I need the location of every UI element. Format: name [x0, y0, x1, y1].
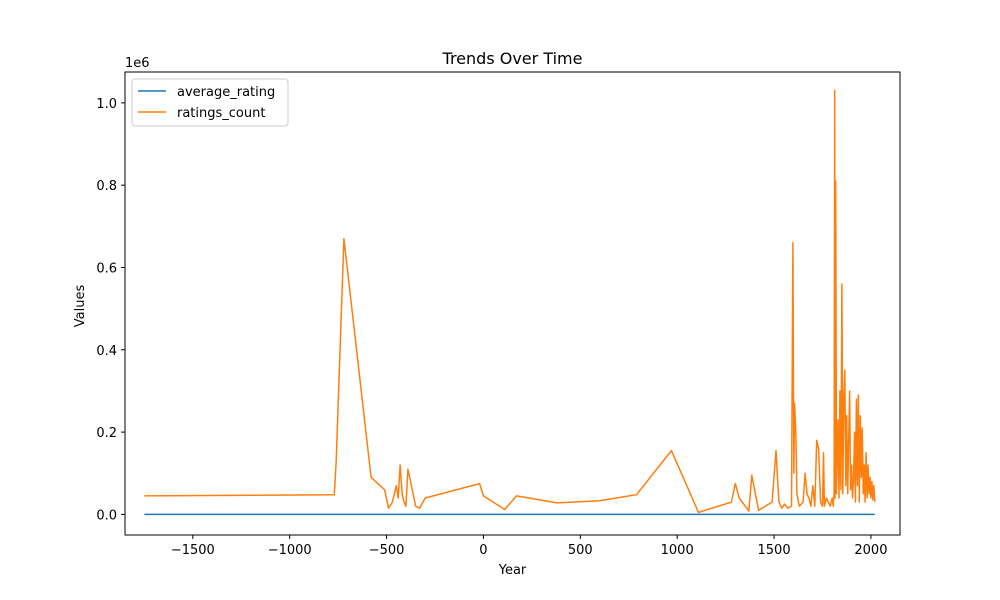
x-tick-label: −1500	[171, 543, 215, 558]
x-tick-label: 1500	[758, 543, 791, 558]
y-axis-label: Values	[73, 285, 88, 328]
y-tick-label: 0.4	[96, 344, 117, 359]
x-tick-label: 1000	[661, 543, 694, 558]
x-tick-label: −1000	[268, 543, 312, 558]
legend-label-average-rating: average_rating	[177, 85, 275, 100]
x-axis-label: Year	[498, 563, 527, 578]
y-axis-ticks: 0.0 0.2 0.4 0.6 0.8 1.0	[96, 97, 125, 523]
x-tick-label: 500	[568, 543, 593, 558]
x-tick-label: 0	[479, 543, 487, 558]
x-tick-label: −500	[369, 543, 405, 558]
y-tick-label: 0.6	[96, 261, 117, 276]
series-lines	[144, 89, 876, 516]
legend-box	[131, 78, 289, 127]
legend: average_rating ratings_count	[131, 78, 289, 127]
x-tick-label: 2000	[854, 543, 887, 558]
series-line-ratings-count	[144, 89, 876, 514]
chart-title: Trends Over Time	[442, 49, 583, 68]
y-offset-text: 1e6	[125, 56, 150, 71]
y-tick-label: 0.2	[96, 426, 117, 441]
y-tick-label: 0.8	[96, 179, 117, 194]
plot-area-frame	[124, 71, 901, 536]
legend-label-ratings-count: ratings_count	[177, 106, 265, 121]
y-tick-label: 0.0	[96, 508, 117, 523]
y-tick-label: 1.0	[96, 97, 117, 112]
x-axis-ticks: −1500 −1000 −500 0 500 1000 1500 2000	[171, 535, 887, 558]
